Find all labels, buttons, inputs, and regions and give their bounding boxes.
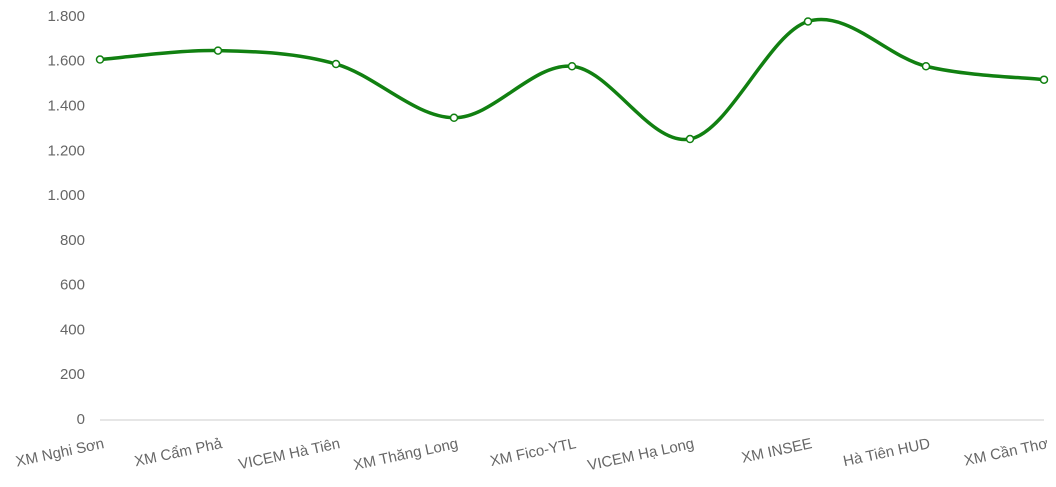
x-tick-label: XM Cẩm Phả [133,435,224,470]
y-tick-label: 400 [60,321,85,338]
y-tick-label: 1.800 [47,8,85,25]
y-tick-label: 0 [77,411,85,428]
x-tick-label: VICEM Hà Tiên [237,435,342,473]
x-tick-label: XM Fico-YTL [489,435,578,470]
x-tick-label: Hà Tiên HUD [842,435,932,470]
y-tick-label: 800 [60,232,85,249]
y-tick-label: 1.600 [47,53,85,70]
point [449,113,459,122]
x-tick-label: XM INSEE [740,435,814,467]
y-tick-label: 1.400 [47,98,85,115]
point [95,55,105,64]
y-tick-label: 200 [60,366,85,383]
point [685,134,695,144]
x-tick-label: XM Thăng Long [352,435,460,474]
x-tick-label: XM Cần Thơ [963,435,1050,469]
point [213,46,223,55]
point [1039,75,1049,84]
x-tick-label: XM Nghi Sơn [14,435,105,470]
x-tick-label: VICEM Hạ Long [586,435,696,474]
point [921,62,931,71]
point [803,17,813,26]
point [567,62,577,71]
y-tick-label: 1.000 [47,187,85,204]
line [99,17,1045,142]
y-tick-label: 1.200 [47,142,85,159]
y-tick-label: 600 [60,277,85,294]
point [331,59,341,69]
